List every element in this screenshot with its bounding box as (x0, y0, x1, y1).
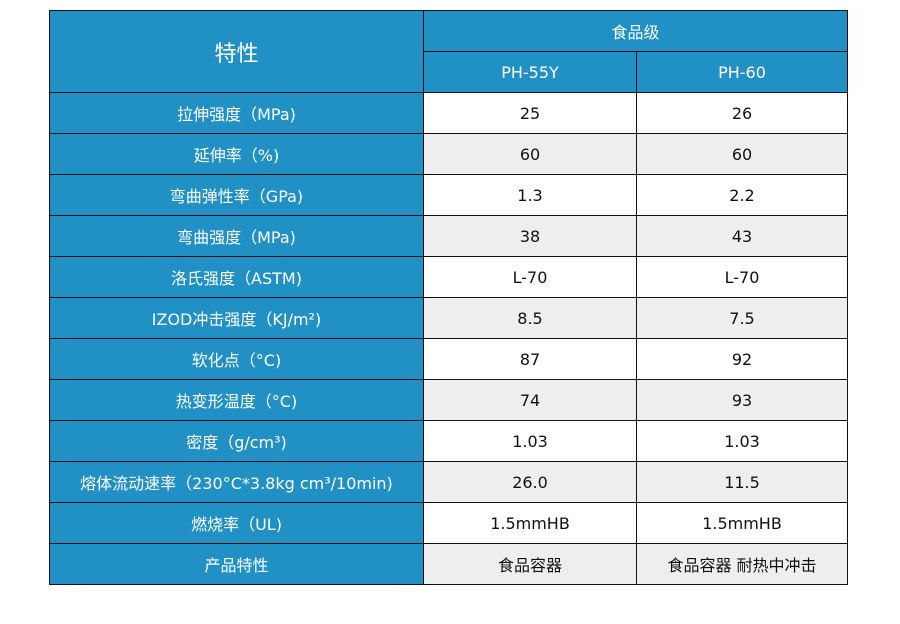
value-cell: 8.5 (423, 297, 637, 339)
table-row: 弯曲弹性率（GPa) 1.3 2.2 (49, 174, 849, 216)
row-label: IZOD冲击强度（KJ/m²) (49, 297, 424, 339)
value-cell: 2.2 (635, 174, 849, 216)
header-row: 特性 食品级 (49, 10, 849, 93)
table-row: 弯曲强度（MPa) 38 43 (49, 215, 849, 257)
table-row: 洛氏强度（ASTM) L-70 L-70 (49, 256, 849, 298)
value-cell: 食品容器 (423, 543, 637, 585)
value-cell: 87 (423, 338, 637, 380)
spec-table: 特性 食品级 PH-55Y PH-60 拉伸强度（MPa) 25 26 延伸率（%) 6… (49, 10, 849, 585)
value-cell: 60 (423, 133, 637, 175)
value-cell: 1.5mmHB (423, 502, 637, 544)
table-row: IZOD冲击强度（KJ/m²) 8.5 7.5 (49, 297, 849, 339)
value-cell: 1.03 (423, 420, 637, 462)
value-cell: 74 (423, 379, 637, 421)
product-header-row: PH-55Y PH-60 (50, 51, 849, 93)
row-label: 熔体流动速率（230°C*3.8kg cm³/10min) (49, 461, 424, 503)
product-header: PH-60 (635, 51, 849, 93)
value-cell: 43 (635, 215, 849, 257)
value-cell: 7.5 (635, 297, 849, 339)
property-header: 特性 (49, 10, 424, 93)
value-cell: 26 (635, 92, 849, 134)
value-cell: L-70 (635, 256, 849, 298)
row-label: 热变形温度（°C) (49, 379, 424, 421)
value-cell: 92 (635, 338, 849, 380)
value-cell: 93 (635, 379, 849, 421)
product-header: PH-55Y (423, 51, 637, 93)
value-cell: 38 (423, 215, 637, 257)
table-row: 拉伸强度（MPa) 25 26 (49, 92, 849, 134)
value-cell: 1.03 (635, 420, 849, 462)
table-row: 产品特性 食品容器 食品容器 耐热中冲击 (49, 543, 849, 585)
value-cell: 1.5mmHB (635, 502, 849, 544)
table-row: 密度（g/cm³) 1.03 1.03 (49, 420, 849, 462)
row-label: 延伸率（%) (49, 133, 424, 175)
table-row: 熔体流动速率（230°C*3.8kg cm³/10min) 26.0 11.5 (49, 461, 849, 503)
value-cell: 25 (423, 92, 637, 134)
row-label: 弯曲强度（MPa) (49, 215, 424, 257)
row-label: 产品特性 (49, 543, 424, 585)
row-label: 拉伸强度（MPa) (49, 92, 424, 134)
value-cell: 60 (635, 133, 849, 175)
row-label: 弯曲弹性率（GPa) (49, 174, 424, 216)
value-cell: L-70 (423, 256, 637, 298)
value-cell: 26.0 (423, 461, 637, 503)
row-label: 密度（g/cm³) (49, 420, 424, 462)
row-label: 软化点（°C) (49, 338, 424, 380)
table-row: 软化点（°C) 87 92 (49, 338, 849, 380)
group-header: 食品级 (422, 10, 849, 52)
value-cell: 11.5 (635, 461, 849, 503)
value-cell: 食品容器 耐热中冲击 (635, 543, 849, 585)
table-row: 延伸率（%) 60 60 (49, 133, 849, 175)
table-row: 热变形温度（°C) 74 93 (49, 379, 849, 421)
row-label: 燃烧率（UL) (49, 502, 424, 544)
value-cell: 1.3 (423, 174, 637, 216)
row-label: 洛氏强度（ASTM) (49, 256, 424, 298)
table-row: 燃烧率（UL) 1.5mmHB 1.5mmHB (49, 502, 849, 544)
